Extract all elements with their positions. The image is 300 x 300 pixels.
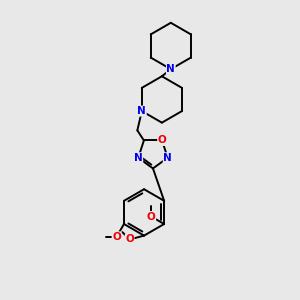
- Text: O: O: [147, 212, 156, 222]
- Text: O: O: [112, 232, 121, 242]
- Text: O: O: [125, 234, 134, 244]
- Text: N: N: [134, 153, 142, 163]
- Text: O: O: [158, 136, 167, 146]
- Text: N: N: [137, 106, 146, 116]
- Text: N: N: [167, 64, 175, 74]
- Text: N: N: [163, 153, 172, 163]
